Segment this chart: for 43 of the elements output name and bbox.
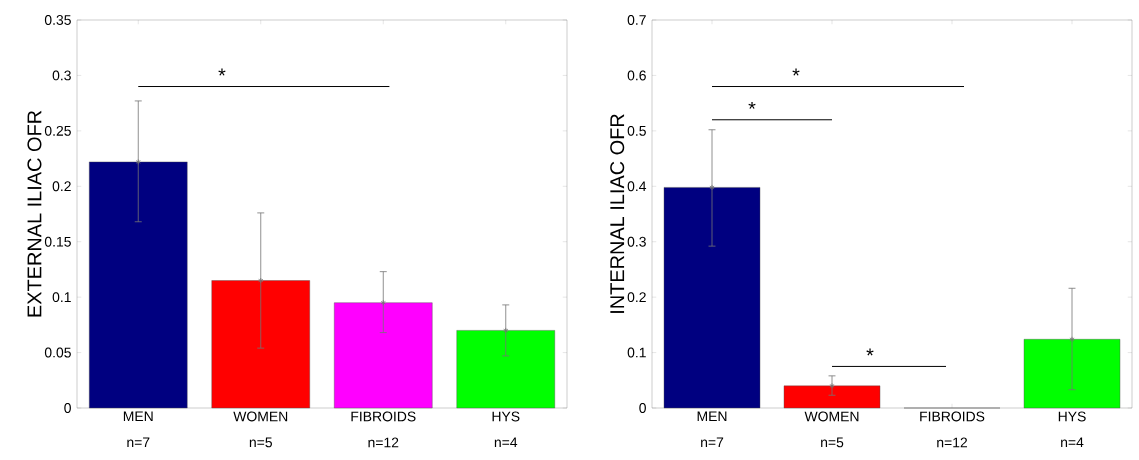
x-tick-label: MEN [123, 411, 153, 422]
y-tick-label: 0.2 [52, 181, 71, 192]
annotation: * [218, 68, 226, 76]
y-tick-label: 0.1 [627, 347, 646, 358]
y-axis-title: EXTERNAL ILIAC OFR [27, 110, 42, 317]
bar [783, 385, 881, 409]
annotation: * [792, 68, 800, 76]
x-tick-label: WOMEN [804, 411, 859, 422]
y-tick-label: 0.6 [627, 70, 646, 81]
text: n=12 [368, 437, 399, 448]
y-tick-label: 0.1 [52, 292, 71, 303]
bar [334, 302, 433, 409]
y-tick-label: 0.4 [627, 181, 647, 192]
text: n=5 [821, 437, 844, 448]
x-tick-label: HYS [1058, 411, 1086, 422]
x-tick-label: FIBROIDS [920, 411, 985, 422]
annotation: * [866, 348, 874, 356]
y-tick-label: 0.3 [52, 70, 71, 81]
y-tick-label: 0.5 [627, 125, 646, 136]
text: n=7 [127, 437, 150, 448]
text: n=5 [249, 437, 272, 448]
y-tick-label: 0.35 [44, 15, 71, 25]
y-tick-label: 0.3 [627, 236, 646, 247]
bar [89, 161, 188, 409]
bar [663, 187, 761, 409]
y-tick-label: 0.05 [44, 347, 71, 358]
bar [456, 330, 555, 409]
y-axis-title: INTERNAL ILIAC OFR [610, 114, 625, 313]
text: n=7 [701, 437, 724, 448]
x-tick-label: WOMEN [233, 411, 288, 422]
y-tick-label: 0 [639, 403, 646, 413]
text: n=4 [494, 437, 518, 448]
text: n=12 [937, 437, 968, 448]
x-tick-label: FIBROIDS [351, 411, 416, 422]
y-tick-label: 0.25 [44, 125, 71, 136]
annotation: * [748, 101, 756, 109]
x-tick-label: MEN [697, 411, 727, 422]
y-tick-label: 0.7 [627, 15, 646, 25]
y-tick-label: 0.15 [44, 236, 71, 247]
y-tick-label: 0 [64, 403, 71, 413]
y-tick-label: 0.2 [627, 292, 646, 303]
text: n=4 [1061, 437, 1084, 448]
x-tick-label: HYS [492, 411, 520, 422]
